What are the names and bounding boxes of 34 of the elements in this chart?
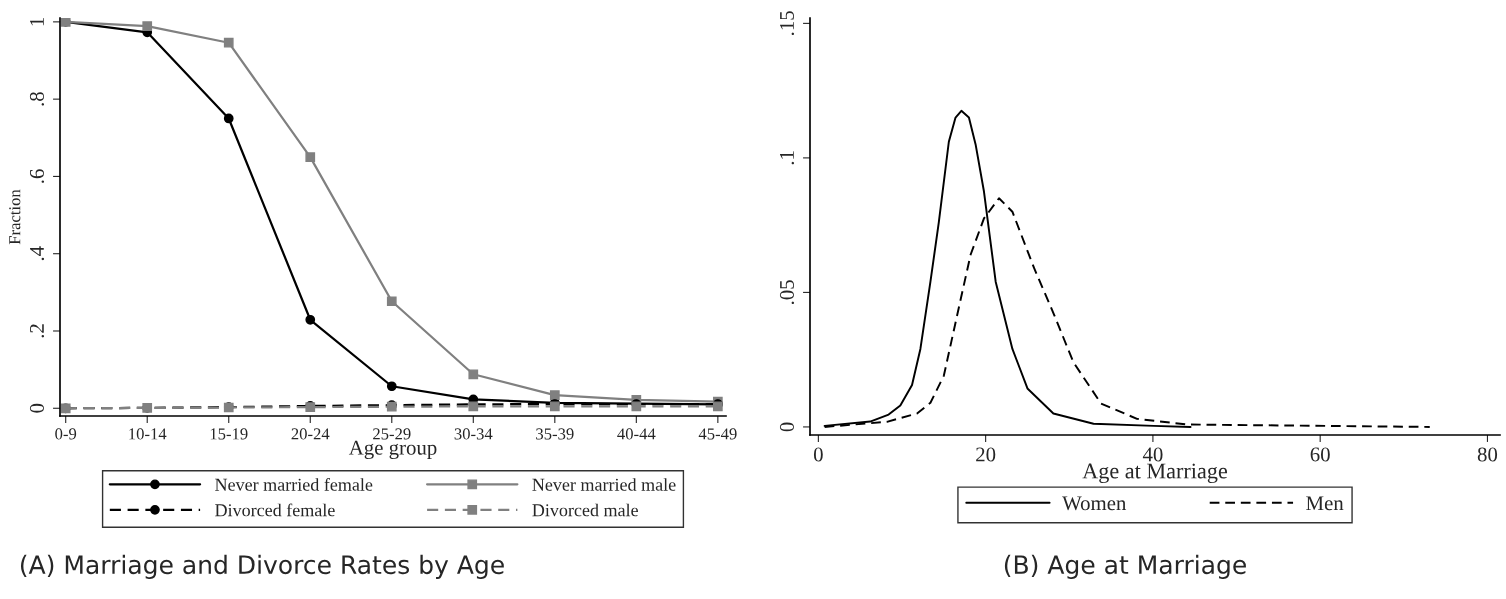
y-tick-label: .8: [29, 92, 45, 106]
y-axis-title: Fraction: [9, 189, 21, 245]
x-axis-title: Age at Marriage: [1082, 463, 1228, 484]
x-tick-label: 0: [813, 447, 823, 462]
x-tick-label: 40-44: [617, 428, 656, 440]
legend-label: Never married female: [215, 477, 373, 491]
legend-label: Divorced male: [532, 503, 638, 517]
y-tick-label: 1: [30, 17, 44, 26]
legend-label: Never married male: [532, 478, 676, 491]
y-tick-label: .15: [780, 11, 795, 36]
x-tick-label: 80: [1477, 447, 1498, 462]
x-tick-label: 35-39: [536, 428, 574, 440]
x-tick-label: 30-34: [454, 428, 493, 440]
y-tick-label: .05: [779, 280, 795, 305]
y-tick-label: .6: [29, 169, 45, 183]
legend-label: Women: [1062, 496, 1127, 511]
legend-label: Divorced female: [215, 503, 335, 517]
y-tick-label: .2: [29, 324, 45, 338]
legend-label: Men: [1306, 496, 1344, 511]
x-tick-label: 20: [976, 447, 996, 462]
text: (A) Marriage and Divorce Rates by Age: [20, 554, 504, 579]
text: (B) Age at Marriage: [1004, 554, 1246, 579]
x-tick-label: 60: [1310, 447, 1330, 462]
y-tick-label: 0: [29, 403, 44, 413]
x-tick-label: 10-14: [129, 428, 167, 440]
x-tick-label: 15-19: [210, 428, 248, 440]
x-tick-label: 25-29: [373, 428, 411, 440]
y-tick-label: .1: [780, 151, 795, 165]
y-tick-label: .4: [30, 246, 45, 261]
x-tick-label: 20-24: [291, 428, 330, 440]
x-tick-label: 0-9: [55, 428, 77, 440]
x-tick-label: 40: [1142, 447, 1163, 462]
x-axis-title: Age group: [348, 440, 437, 460]
x-tick-label: 45-49: [698, 428, 737, 440]
